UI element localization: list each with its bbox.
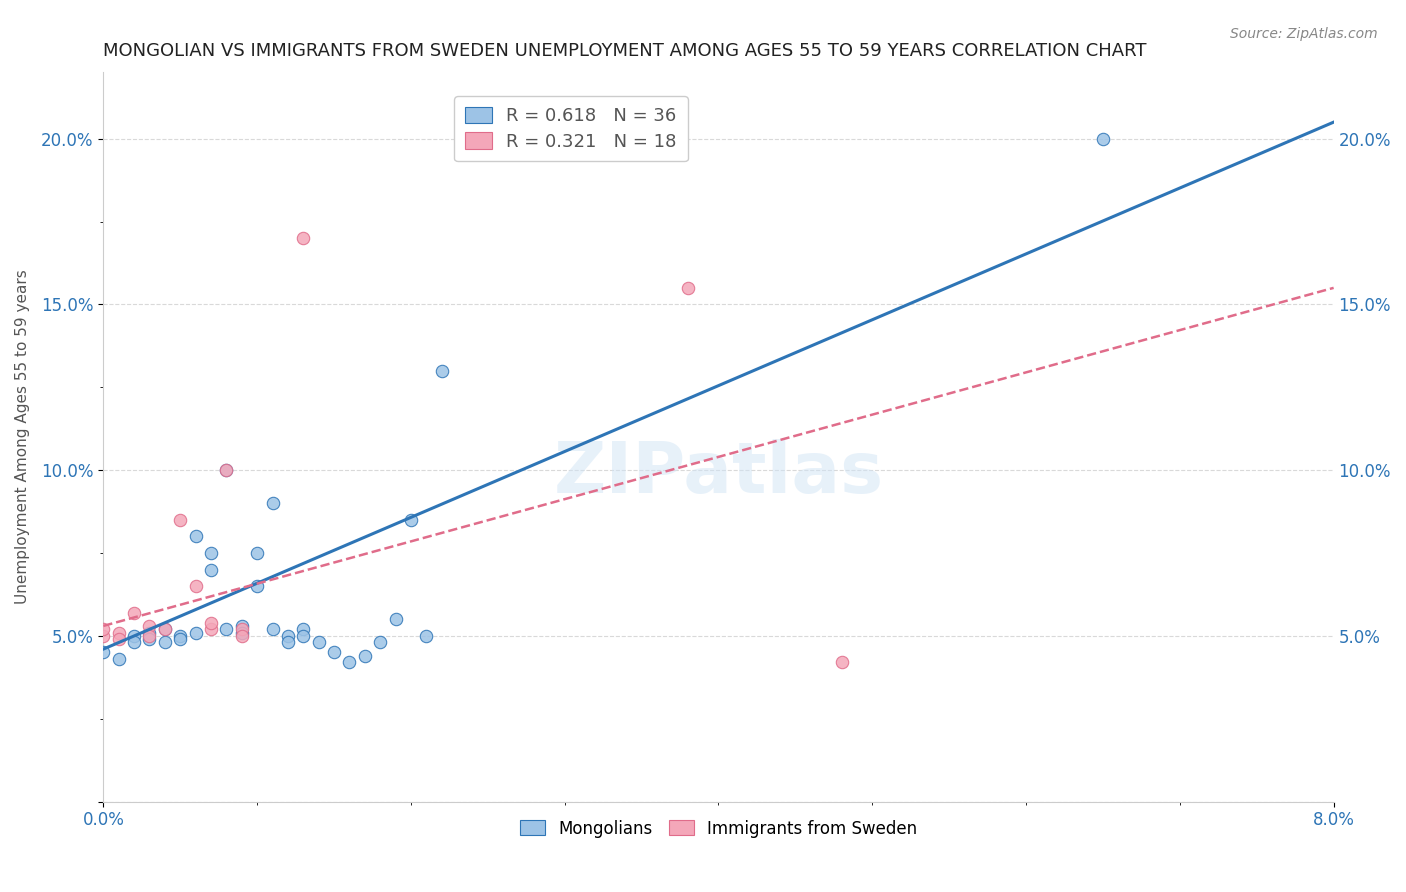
Point <box>323 645 346 659</box>
Point <box>91 622 114 636</box>
Point <box>292 231 315 245</box>
Point <box>246 546 269 560</box>
Point <box>292 622 315 636</box>
Point <box>831 656 853 670</box>
Point <box>138 619 160 633</box>
Point <box>231 625 253 640</box>
Y-axis label: Unemployment Among Ages 55 to 59 years: Unemployment Among Ages 55 to 59 years <box>15 269 30 605</box>
Point <box>184 529 207 543</box>
Point <box>277 635 299 649</box>
Point <box>262 496 284 510</box>
Point <box>169 513 191 527</box>
Point <box>200 546 222 560</box>
Point <box>122 635 145 649</box>
Point <box>430 364 453 378</box>
Point <box>91 645 114 659</box>
Point <box>231 622 253 636</box>
Point <box>107 625 129 640</box>
Point <box>169 632 191 647</box>
Point <box>184 579 207 593</box>
Point <box>153 635 176 649</box>
Point <box>200 622 222 636</box>
Point <box>138 629 160 643</box>
Point <box>1091 132 1114 146</box>
Point <box>200 615 222 630</box>
Point <box>138 625 160 640</box>
Point <box>231 629 253 643</box>
Point <box>153 622 176 636</box>
Point <box>368 635 391 649</box>
Point <box>415 629 437 643</box>
Point <box>246 579 269 593</box>
Point <box>384 612 406 626</box>
Point <box>107 652 129 666</box>
Text: ZIPatlas: ZIPatlas <box>554 439 883 508</box>
Point <box>122 606 145 620</box>
Point <box>184 625 207 640</box>
Point <box>277 629 299 643</box>
Point <box>138 632 160 647</box>
Text: MONGOLIAN VS IMMIGRANTS FROM SWEDEN UNEMPLOYMENT AMONG AGES 55 TO 59 YEARS CORRE: MONGOLIAN VS IMMIGRANTS FROM SWEDEN UNEM… <box>103 42 1147 60</box>
Point <box>215 463 238 477</box>
Point <box>308 635 330 649</box>
Point <box>169 629 191 643</box>
Point <box>231 619 253 633</box>
Point <box>122 629 145 643</box>
Point <box>339 656 361 670</box>
Point <box>91 629 114 643</box>
Point <box>153 622 176 636</box>
Point <box>353 648 375 663</box>
Text: Source: ZipAtlas.com: Source: ZipAtlas.com <box>1230 27 1378 41</box>
Point <box>215 622 238 636</box>
Point <box>215 463 238 477</box>
Point <box>107 632 129 647</box>
Point <box>292 629 315 643</box>
Point <box>262 622 284 636</box>
Legend: Mongolians, Immigrants from Sweden: Mongolians, Immigrants from Sweden <box>513 813 924 845</box>
Point <box>676 281 699 295</box>
Point <box>399 513 422 527</box>
Point <box>200 563 222 577</box>
